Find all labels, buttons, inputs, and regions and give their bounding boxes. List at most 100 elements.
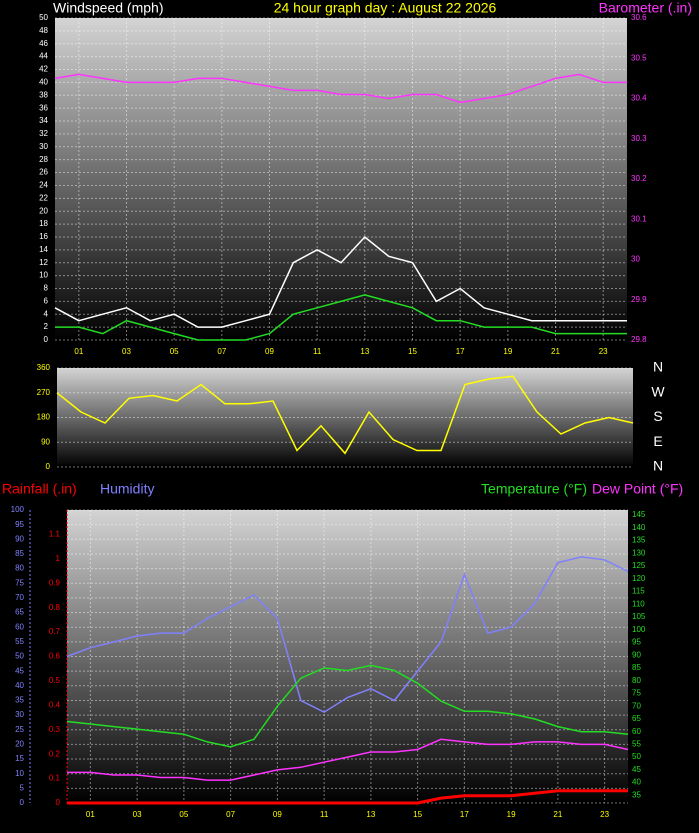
x-tick-label: 03 (133, 810, 142, 819)
y2-tick-label: 50 (632, 752, 641, 761)
y3-tick-label: 40 (15, 681, 24, 690)
y2-tick-label: 135 (632, 536, 646, 545)
series-line (54, 235, 627, 328)
x-tick-label: 09 (273, 810, 282, 819)
y3-tick-label: 45 (15, 666, 24, 675)
legend-entry: Temperature (°F) (481, 481, 587, 497)
y2-tick-label: 40 (632, 778, 641, 787)
x-tick-label: 07 (217, 347, 226, 356)
y2-tick-label: 90 (632, 650, 641, 659)
series-line (66, 664, 629, 748)
y-tick-label: 8 (44, 284, 49, 293)
y-tick-label: 0 (56, 798, 61, 807)
x-tick-label: 21 (553, 810, 562, 819)
series-line (54, 73, 627, 104)
y2-tick-label: 29.9 (631, 295, 647, 304)
y2-tick-label: 120 (632, 574, 646, 583)
y-tick-label: 24 (39, 181, 48, 190)
y2-tick-label: 60 (632, 727, 641, 736)
y2-tick-label: 30.4 (631, 94, 647, 103)
y-tick-label: 46 (39, 39, 48, 48)
y2-tick-label: S (653, 408, 662, 424)
y-tick-label: 30 (39, 142, 48, 151)
y2-tick-label: 30.3 (631, 134, 647, 143)
y3-tick-label: 5 (20, 783, 25, 792)
x-tick-label: 19 (503, 347, 512, 356)
y-tick-label: 0.7 (49, 627, 61, 636)
y2-tick-label: 125 (632, 561, 646, 570)
series-line (66, 556, 629, 714)
series-line (56, 375, 634, 455)
y3-tick-label: 100 (11, 505, 25, 514)
y-tick-label: 44 (39, 52, 48, 61)
x-tick-label: 15 (408, 347, 417, 356)
y-tick-label: 0.9 (49, 578, 61, 587)
y2-tick-label: 30 (631, 255, 640, 264)
y3-tick-label: 75 (15, 578, 24, 587)
chart-title: 24 hour graph day : August 22 2026 (274, 0, 497, 16)
y3-tick-label: 90 (15, 534, 24, 543)
plot-bg (67, 510, 628, 803)
y-tick-label: 36 (39, 103, 48, 112)
y-tick-label: 1 (56, 554, 61, 563)
y-tick-label: 16 (39, 232, 48, 241)
y-tick-label: 0.3 (49, 725, 61, 734)
y-tick-label: 0.8 (49, 603, 61, 612)
series-line (55, 294, 627, 341)
y2-tick-label: 55 (632, 740, 641, 749)
y-tick-label: 0.6 (49, 652, 61, 661)
legend-entry: Humidity (100, 481, 154, 497)
y2-tick-label: 35 (632, 790, 641, 799)
x-tick-label: 11 (320, 810, 329, 819)
y2-tick-label: 85 (632, 663, 641, 672)
y-tick-label: 50 (39, 13, 48, 22)
y2-tick-label: E (653, 433, 662, 449)
y3-tick-label: 60 (15, 622, 24, 631)
y2-tick-label: W (651, 383, 665, 399)
y-axis-label: Windspeed (mph) (53, 0, 164, 16)
y2-tick-label: 30.6 (631, 13, 647, 22)
y2-tick-label: 110 (632, 599, 645, 608)
x-tick-label: 05 (170, 347, 179, 356)
y-tick-label: 42 (39, 65, 48, 74)
x-tick-label: 13 (366, 810, 375, 819)
y-tick-label: 40 (39, 78, 48, 87)
x-tick-label: 01 (86, 810, 95, 819)
y-tick-label: 32 (39, 129, 48, 138)
plot-bg (55, 18, 627, 340)
y-tick-label: 0.4 (49, 700, 61, 709)
y3-tick-label: 30 (15, 710, 24, 719)
x-tick-label: 13 (360, 347, 369, 356)
y3-tick-label: 70 (15, 593, 24, 602)
y-tick-label: 180 (37, 413, 51, 422)
y2-tick-label: 80 (632, 676, 641, 685)
y2-tick-label: N (653, 359, 663, 375)
y-tick-label: 6 (44, 296, 49, 305)
y2-tick-label: 30.2 (631, 174, 647, 183)
y3-tick-label: 85 (15, 549, 24, 558)
plot-bg (57, 368, 633, 467)
y2-tick-label: 105 (632, 612, 646, 621)
y3-tick-label: 25 (15, 725, 24, 734)
x-tick-label: 11 (313, 347, 322, 356)
y-tick-label: 48 (39, 26, 48, 35)
legend-entry: Rainfall (.in) (2, 481, 77, 497)
x-tick-label: 03 (122, 347, 131, 356)
y-tick-label: 26 (39, 168, 48, 177)
series-line (67, 789, 628, 805)
y2-tick-label: 130 (632, 548, 646, 557)
y-tick-label: 360 (37, 363, 51, 372)
y2-tick-label: 145 (632, 510, 646, 519)
x-tick-label: 05 (179, 810, 188, 819)
y3-tick-label: 80 (15, 564, 24, 573)
y2-tick-label: 75 (632, 689, 641, 698)
y-tick-label: 0.2 (49, 749, 61, 758)
y-tick-label: 12 (39, 258, 48, 267)
y-tick-label: 18 (39, 219, 48, 228)
y2-tick-label: 140 (632, 523, 646, 532)
x-tick-label: 09 (265, 347, 274, 356)
y-tick-label: 34 (39, 116, 48, 125)
y3-tick-label: 65 (15, 608, 24, 617)
y-tick-label: 1.1 (49, 530, 61, 539)
